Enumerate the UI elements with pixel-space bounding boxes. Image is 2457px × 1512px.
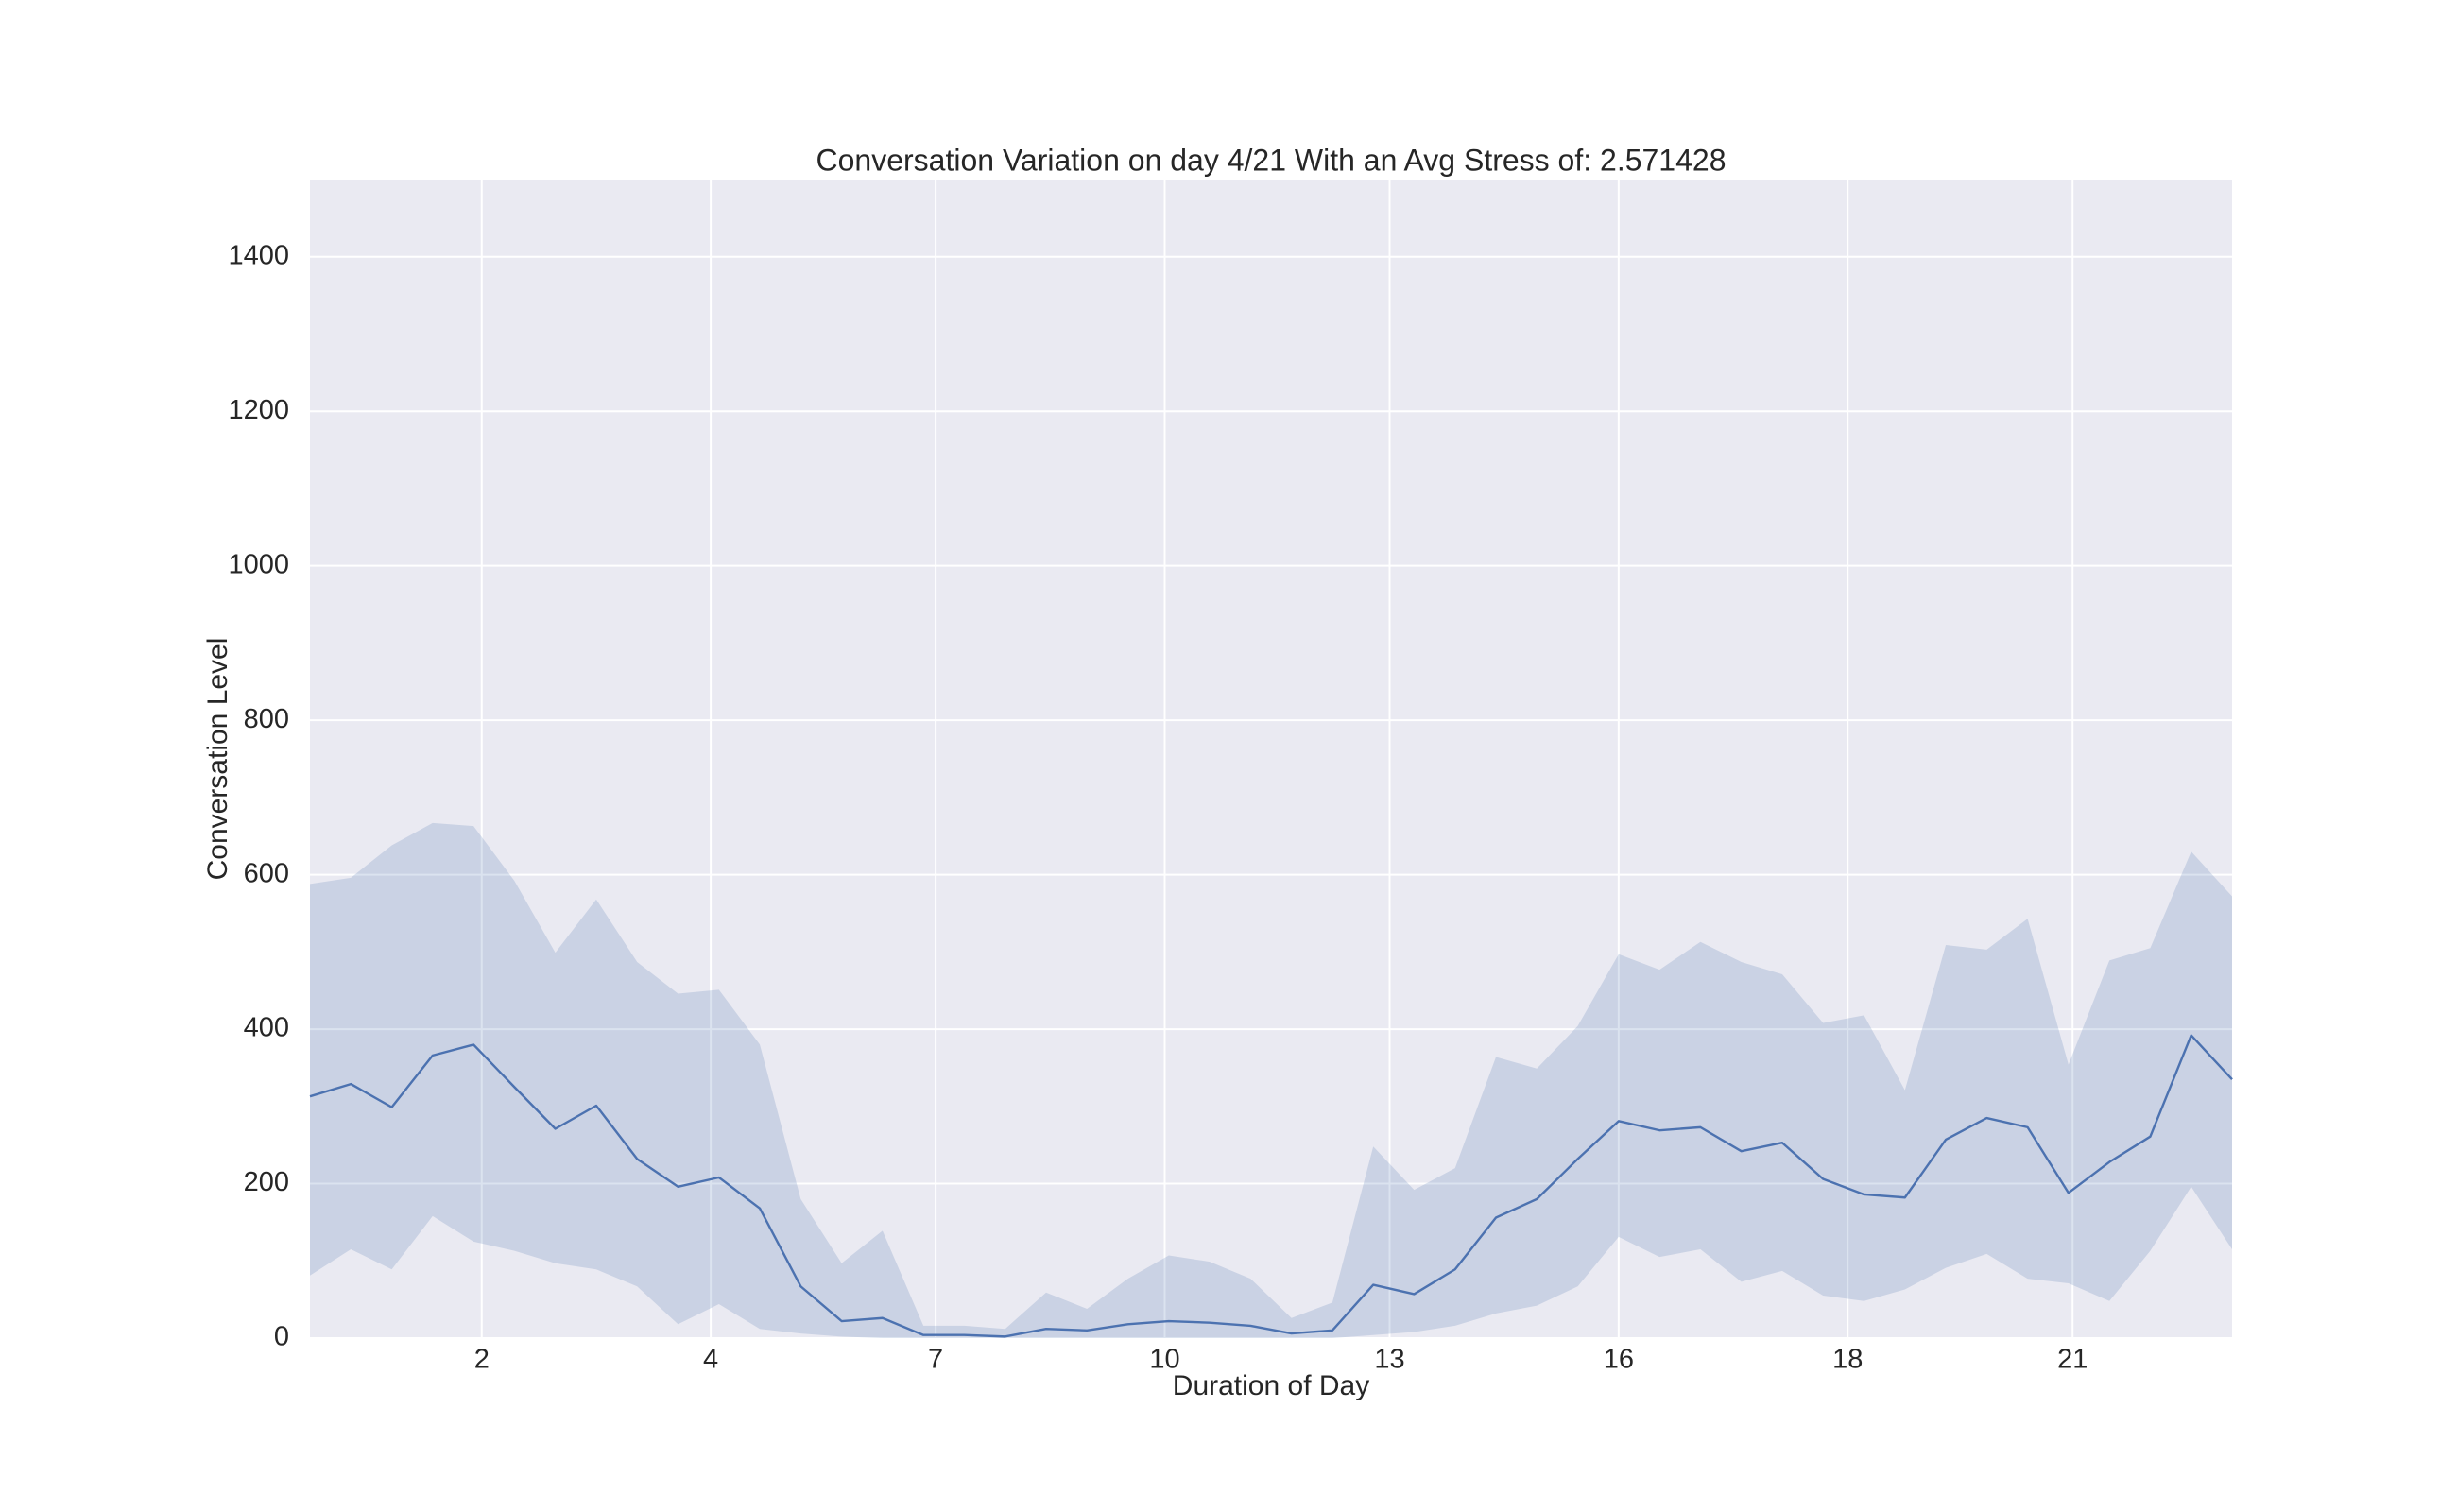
chart-title: Conversation Variation on day 4/21 With …	[816, 143, 1727, 177]
y-axis-label: Conversation Level	[202, 638, 233, 881]
x-tick-label: 21	[2057, 1345, 2088, 1375]
x-axis-label: Duration of Day	[1173, 1370, 1369, 1401]
x-tick-label: 7	[928, 1345, 943, 1375]
labels: 0 200 400 600 800 1000 1200 1400 2 4 7 10 13 16 18 21	[228, 240, 2088, 1374]
x-tick-label: 18	[1832, 1345, 1863, 1375]
plot-background	[310, 180, 2232, 1338]
x-tick-label: 2	[474, 1345, 490, 1375]
confidence-band	[310, 822, 2232, 1338]
x-tick-label: 16	[1604, 1345, 1634, 1375]
y-tick-label: 200	[244, 1167, 289, 1197]
y-tick-label: 0	[274, 1322, 289, 1352]
y-tick-label: 1000	[228, 549, 289, 579]
y-tick-label: 600	[244, 858, 289, 888]
x-tick-label: 4	[703, 1345, 718, 1375]
y-tick-label: 800	[244, 704, 289, 734]
marks	[309, 822, 2233, 1338]
y-tick-label: 400	[244, 1013, 289, 1043]
x-tick-label: 10	[1149, 1345, 1179, 1375]
x-tick-label: 13	[1374, 1345, 1404, 1375]
line	[309, 1034, 2233, 1338]
y-tick-label: 1200	[228, 395, 289, 425]
grid	[310, 180, 2232, 1339]
y-tick-label: 1400	[228, 240, 289, 270]
